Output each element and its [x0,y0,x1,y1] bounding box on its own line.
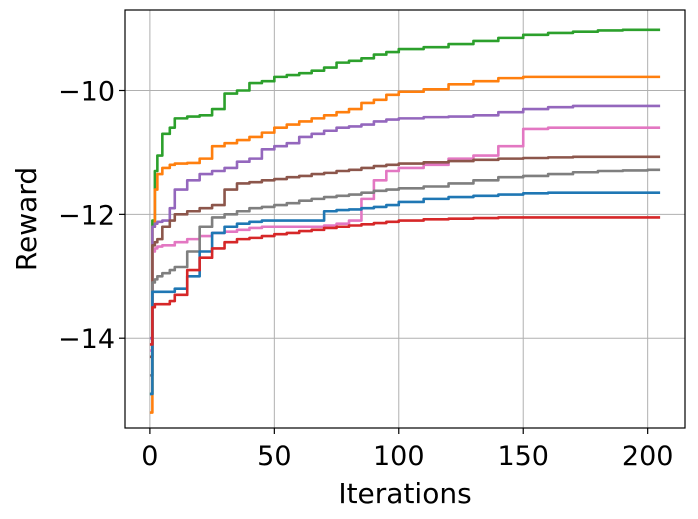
series-line-8 [149,216,661,346]
x-tick-label: 150 [497,441,549,472]
series-line-7 [149,191,661,396]
y-tick-label: −12 [58,200,115,231]
x-tick-label: 0 [141,441,158,472]
x-axis-label: Iterations [338,477,471,510]
series-line-1 [149,28,661,396]
series-line-4 [149,126,661,352]
x-tick-label: 50 [257,441,291,472]
grid [125,10,685,428]
y-tick-label: −10 [58,77,115,108]
series-line-5 [149,155,661,359]
y-axis-label: Reward [10,167,43,271]
plot-frame [124,9,686,429]
series-line-2 [149,75,661,414]
series-line-6 [149,168,661,377]
series-lines [149,28,661,414]
ticks: 0 50 100 150 200 −14 −12 −10 [58,77,673,472]
x-tick-label: 200 [622,441,674,472]
y-tick-label: −14 [58,324,115,355]
series-line-3 [149,104,661,340]
x-tick-label: 100 [373,441,425,472]
